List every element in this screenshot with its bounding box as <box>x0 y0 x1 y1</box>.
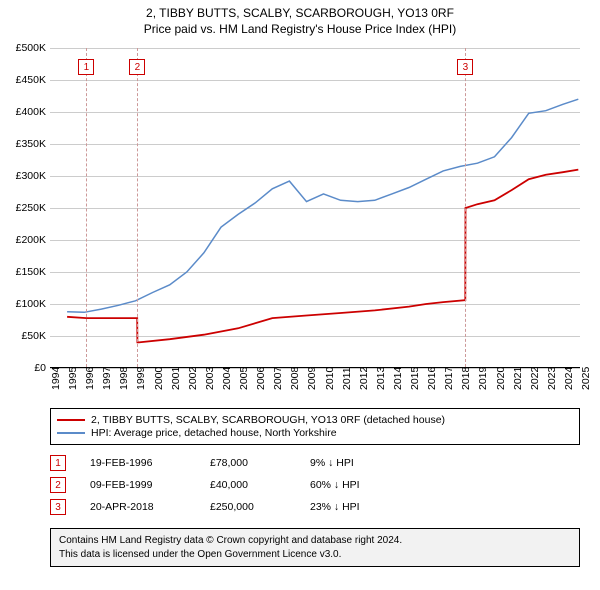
legend-label: HPI: Average price, detached house, Nort… <box>91 427 337 439</box>
y-tick-label: £200K <box>2 234 46 246</box>
series-price_paid <box>67 170 578 343</box>
attribution-footer: Contains HM Land Registry data © Crown c… <box>50 528 580 567</box>
chart-svg <box>50 48 580 368</box>
x-tick-label: 2011 <box>341 367 342 390</box>
transaction-price: £40,000 <box>210 479 310 491</box>
x-tick-label: 2021 <box>512 367 513 390</box>
y-tick-label: £500K <box>2 42 46 54</box>
transaction-row: 3 20-APR-2018£250,00023% ↓ HPI <box>50 496 580 518</box>
plot-region: £0£50K£100K£150K£200K£250K£300K£350K£400… <box>50 48 580 368</box>
legend-item: HPI: Average price, detached house, Nort… <box>57 427 573 439</box>
x-tick-label: 2006 <box>255 367 256 390</box>
transaction-pct: 9% ↓ HPI <box>310 457 440 469</box>
transaction-date: 19-FEB-1996 <box>90 457 210 469</box>
x-tick-label: 1997 <box>101 367 102 390</box>
footer-line-1: Contains HM Land Registry data © Crown c… <box>59 534 571 548</box>
x-tick-label: 2023 <box>546 367 547 390</box>
y-tick-label: £50K <box>2 330 46 342</box>
y-tick-label: £250K <box>2 202 46 214</box>
x-tick-label: 2003 <box>204 367 205 390</box>
x-tick-label: 2001 <box>170 367 171 390</box>
x-tick-label: 2022 <box>529 367 530 390</box>
x-tick-label: 1996 <box>84 367 85 390</box>
transaction-price: £250,000 <box>210 501 310 513</box>
annotation-vline <box>137 48 138 367</box>
chart-area: £0£50K£100K£150K£200K£250K£300K£350K£400… <box>50 48 580 368</box>
legend-swatch <box>57 419 85 421</box>
transaction-date: 09-FEB-1999 <box>90 479 210 491</box>
series-hpi <box>67 99 578 312</box>
y-tick-label: £100K <box>2 298 46 310</box>
legend-item: 2, TIBBY BUTTS, SCALBY, SCARBOROUGH, YO1… <box>57 414 573 426</box>
transaction-pct: 60% ↓ HPI <box>310 479 440 491</box>
transactions-table: 1 19-FEB-1996£78,0009% ↓ HPI 2 09-FEB-1999£… <box>50 452 580 518</box>
x-tick-label: 2025 <box>580 367 581 390</box>
footer-line-2: This data is licensed under the Open Gov… <box>59 548 571 562</box>
x-tick-label: 1995 <box>67 367 68 390</box>
annotation-marker-3: 3 <box>457 59 473 75</box>
legend-swatch <box>57 432 85 434</box>
x-tick-label: 1998 <box>118 367 119 390</box>
chart-title: 2, TIBBY BUTTS, SCALBY, SCARBOROUGH, YO1… <box>0 0 600 37</box>
transaction-row: 1 19-FEB-1996£78,0009% ↓ HPI <box>50 452 580 474</box>
transaction-marker: 2 <box>50 477 66 493</box>
x-tick-label: 2024 <box>563 367 564 390</box>
x-tick-label: 2017 <box>443 367 444 390</box>
y-tick-label: £150K <box>2 266 46 278</box>
annotation-vline <box>465 48 466 367</box>
y-tick-label: £0 <box>2 362 46 374</box>
x-tick-label: 2000 <box>153 367 154 390</box>
transaction-price: £78,000 <box>210 457 310 469</box>
transaction-row: 2 09-FEB-1999£40,00060% ↓ HPI <box>50 474 580 496</box>
y-tick-label: £400K <box>2 106 46 118</box>
annotation-marker-2: 2 <box>129 59 145 75</box>
transaction-marker: 3 <box>50 499 66 515</box>
x-tick-label: 2008 <box>289 367 290 390</box>
x-tick-label: 2014 <box>392 367 393 390</box>
x-tick-label: 2012 <box>358 367 359 390</box>
transaction-marker: 1 <box>50 455 66 471</box>
x-tick-label: 2010 <box>324 367 325 390</box>
annotation-vline <box>86 48 87 367</box>
x-tick-label: 2016 <box>426 367 427 390</box>
title-line-2: Price paid vs. HM Land Registry's House … <box>0 22 600 38</box>
x-tick-label: 2004 <box>221 367 222 390</box>
transaction-pct: 23% ↓ HPI <box>310 501 440 513</box>
x-tick-label: 2020 <box>495 367 496 390</box>
y-tick-label: £300K <box>2 170 46 182</box>
x-tick-label: 1999 <box>135 367 136 390</box>
y-tick-label: £450K <box>2 74 46 86</box>
x-tick-label: 2002 <box>187 367 188 390</box>
transaction-date: 20-APR-2018 <box>90 501 210 513</box>
y-tick-label: £350K <box>2 138 46 150</box>
x-tick-label: 2018 <box>460 367 461 390</box>
legend-label: 2, TIBBY BUTTS, SCALBY, SCARBOROUGH, YO1… <box>91 414 445 426</box>
x-tick-label: 2013 <box>375 367 376 390</box>
x-tick-label: 2015 <box>409 367 410 390</box>
annotation-marker-1: 1 <box>78 59 94 75</box>
x-tick-label: 2005 <box>238 367 239 390</box>
legend: 2, TIBBY BUTTS, SCALBY, SCARBOROUGH, YO1… <box>50 408 580 445</box>
x-tick-label: 2019 <box>477 367 478 390</box>
x-tick-label: 2009 <box>306 367 307 390</box>
x-tick-label: 1994 <box>50 367 51 390</box>
x-tick-label: 2007 <box>272 367 273 390</box>
title-line-1: 2, TIBBY BUTTS, SCALBY, SCARBOROUGH, YO1… <box>0 6 600 22</box>
